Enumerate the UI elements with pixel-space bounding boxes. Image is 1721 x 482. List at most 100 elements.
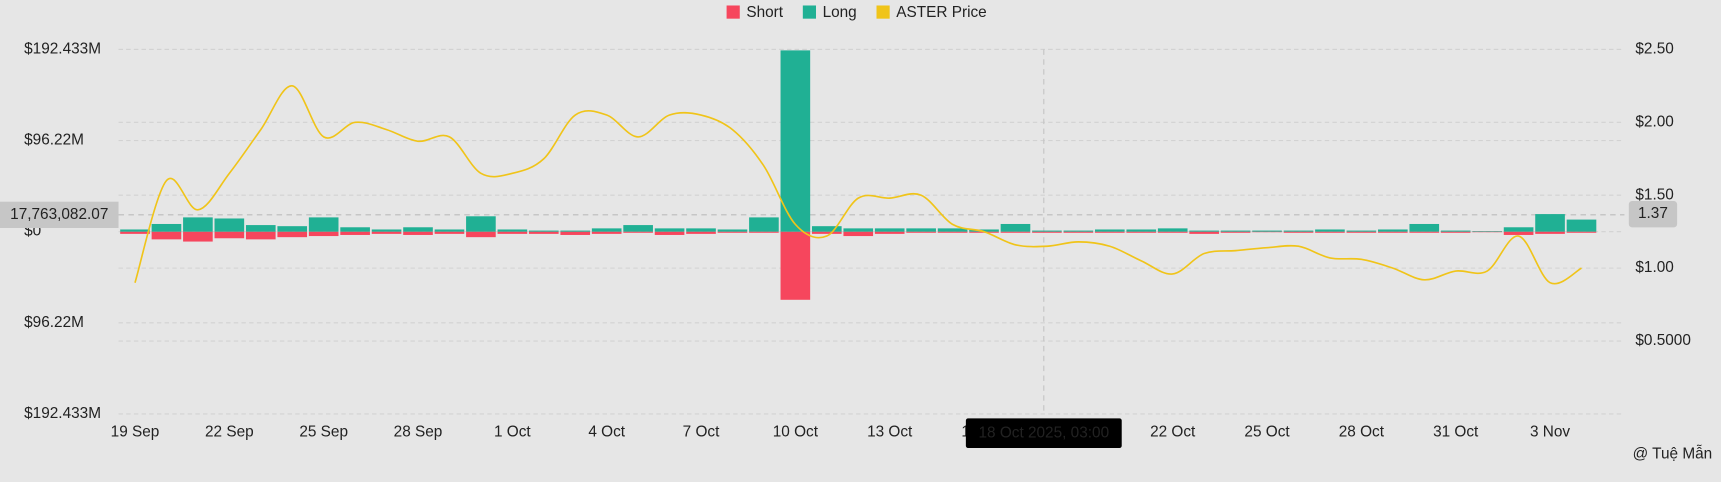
bar: [811, 231, 842, 234]
bar: [591, 231, 622, 234]
x-tick-label: 22 Sep: [205, 424, 254, 441]
bar: [560, 231, 591, 235]
bar: [245, 231, 276, 240]
bar: [591, 228, 622, 232]
bar: [183, 217, 213, 232]
y2-tick-label: $1.00: [1635, 259, 1673, 276]
bar: [874, 228, 905, 232]
bar: [780, 50, 811, 232]
bar: [1440, 231, 1471, 233]
bar: [1472, 231, 1502, 233]
legend-swatch: [726, 5, 740, 19]
bar: [1032, 230, 1062, 232]
y2-tick-label: $0.5000: [1635, 332, 1691, 349]
bar: [1252, 230, 1282, 232]
bar: [1252, 231, 1282, 233]
bar: [1283, 230, 1314, 232]
y2-tick-label: $2.50: [1635, 40, 1673, 57]
bar: [340, 227, 370, 232]
bar: [654, 228, 685, 232]
bar: [277, 231, 308, 238]
bar: [308, 217, 339, 232]
bar: [434, 229, 465, 232]
bar: [811, 226, 842, 232]
bar: [1000, 223, 1031, 232]
x-tick-label: 10 Oct: [773, 424, 819, 441]
legend-label: Short: [746, 4, 783, 21]
bar: [1472, 231, 1502, 232]
crosshair-y2-box: [1628, 200, 1678, 228]
bar: [1094, 231, 1125, 233]
y-tick-label: $96.22M: [24, 314, 84, 331]
y-tick-label: $192.433M: [24, 405, 101, 422]
bar: [1000, 231, 1031, 233]
x-tick-label: 25 Oct: [1244, 424, 1290, 441]
bar: [403, 231, 433, 235]
x-tick-label: 25 Sep: [299, 424, 348, 441]
bar: [1189, 230, 1219, 232]
legend-swatch: [802, 5, 816, 19]
y2-tick-label: $2.00: [1635, 113, 1673, 130]
bar: [245, 225, 276, 232]
bar: [1220, 230, 1251, 232]
price-line: [134, 85, 1582, 285]
bar: [403, 227, 433, 232]
bar: [1032, 231, 1062, 233]
bar: [1440, 230, 1471, 232]
y-tick-label: $96.22M: [24, 132, 84, 149]
legend-label: Long: [823, 4, 857, 21]
x-tick-label: 4 Oct: [588, 424, 625, 441]
bar: [183, 231, 213, 242]
bar: [1063, 231, 1094, 233]
bar: [1503, 231, 1534, 235]
bar: [528, 231, 559, 234]
watermark: @ Tuệ Mẫn: [1633, 446, 1713, 463]
bar: [937, 228, 968, 232]
bar: [466, 231, 496, 238]
bar: [1346, 230, 1377, 232]
bar: [906, 228, 936, 232]
bar: [497, 231, 528, 234]
bar: [623, 231, 653, 233]
bar: [1094, 229, 1125, 232]
bar: [717, 231, 748, 233]
y2-tick-label: $1.50: [1635, 186, 1673, 203]
bar: [749, 217, 779, 232]
crosshair-x-label: 18 Oct 2025, 03:00: [978, 425, 1109, 442]
bar: [371, 229, 402, 232]
x-tick-label: 1 Oct: [494, 424, 531, 441]
bar: [277, 226, 308, 232]
bar: [308, 231, 339, 237]
bar: [1315, 229, 1345, 232]
bar: [1157, 231, 1188, 233]
bar: [1126, 229, 1157, 232]
bar: [1189, 231, 1219, 234]
bar: [1566, 231, 1597, 233]
bar: [528, 230, 559, 232]
bar: [1378, 229, 1408, 232]
bar: [120, 229, 150, 232]
x-tick-label: 7 Oct: [683, 424, 720, 441]
bar: [1220, 231, 1251, 233]
bar: [1346, 231, 1377, 233]
bar: [1535, 231, 1565, 234]
bar: [717, 229, 748, 232]
bar: [874, 231, 905, 234]
bar: [969, 229, 999, 232]
bar: [780, 231, 811, 300]
bar: [434, 231, 465, 234]
bar: [214, 231, 245, 239]
legend-label: ASTER Price: [896, 4, 986, 21]
bar: [1126, 231, 1157, 233]
bar: [1063, 230, 1094, 232]
crosshair-y-label: 17,763,082.07: [10, 206, 108, 223]
bar: [1378, 231, 1408, 233]
bar: [1503, 227, 1534, 232]
bar: [1315, 231, 1345, 233]
bar: [937, 231, 968, 233]
bar: [151, 223, 182, 232]
bar: [749, 231, 779, 233]
crosshair-x-box: [965, 418, 1122, 448]
bar: [1566, 219, 1597, 232]
y-tick-label: $192.433M: [24, 40, 101, 57]
